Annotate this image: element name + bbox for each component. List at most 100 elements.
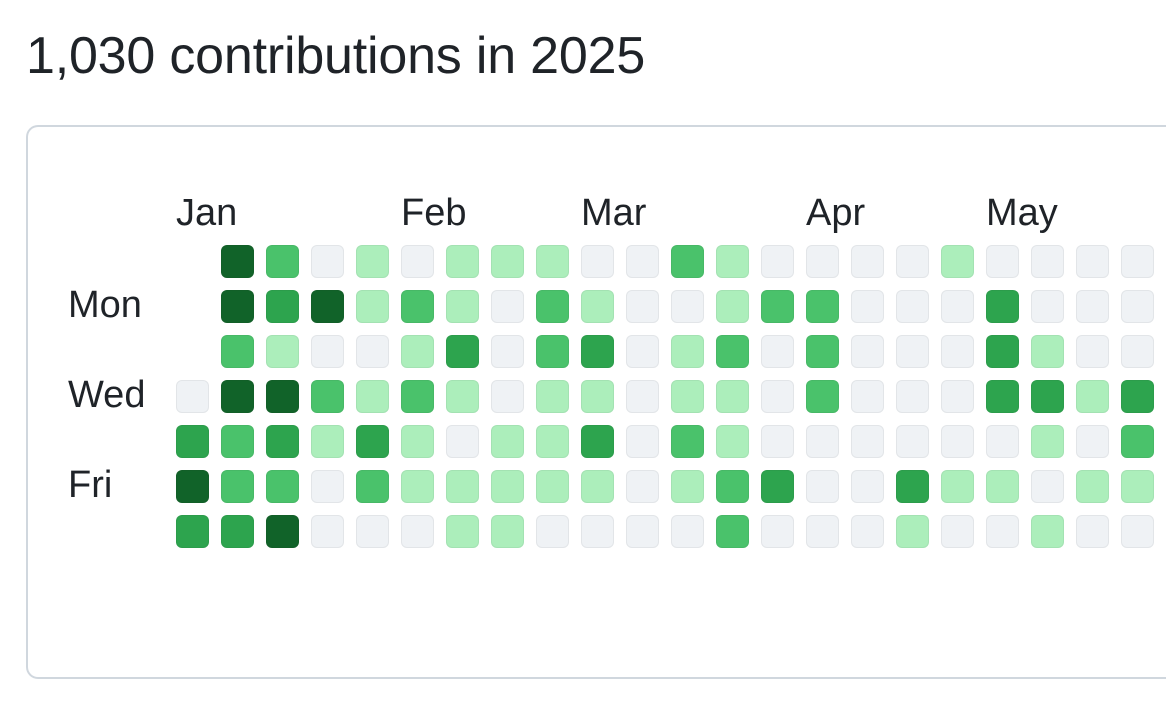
contribution-cell[interactable]: [311, 290, 344, 323]
contribution-cell[interactable]: [716, 245, 749, 278]
contribution-cell[interactable]: [716, 335, 749, 368]
contribution-cell[interactable]: [1121, 290, 1154, 323]
contribution-cell[interactable]: [716, 470, 749, 503]
contribution-cell[interactable]: [851, 425, 884, 458]
contribution-cell[interactable]: [986, 470, 1019, 503]
contribution-cell[interactable]: [671, 245, 704, 278]
contribution-cell[interactable]: [311, 335, 344, 368]
contribution-cell[interactable]: [581, 380, 614, 413]
contribution-cell[interactable]: [941, 290, 974, 323]
contribution-cell[interactable]: [851, 380, 884, 413]
contribution-cell[interactable]: [401, 425, 434, 458]
contribution-cell[interactable]: [536, 470, 569, 503]
contribution-cell[interactable]: [986, 290, 1019, 323]
contribution-cell[interactable]: [536, 425, 569, 458]
contribution-cell[interactable]: [806, 380, 839, 413]
contribution-cell[interactable]: [356, 425, 389, 458]
contribution-cell[interactable]: [266, 470, 299, 503]
contribution-cell[interactable]: [266, 515, 299, 548]
contribution-cell[interactable]: [581, 335, 614, 368]
contribution-cell[interactable]: [1031, 380, 1064, 413]
contribution-cell[interactable]: [491, 470, 524, 503]
contribution-cell[interactable]: [671, 470, 704, 503]
contribution-cell[interactable]: [176, 380, 209, 413]
contribution-cell[interactable]: [491, 335, 524, 368]
contribution-cell[interactable]: [491, 380, 524, 413]
contribution-cell[interactable]: [491, 515, 524, 548]
contribution-cell[interactable]: [1031, 515, 1064, 548]
contribution-cell[interactable]: [1031, 425, 1064, 458]
contribution-cell[interactable]: [401, 380, 434, 413]
contribution-cell[interactable]: [356, 470, 389, 503]
contribution-cell[interactable]: [1076, 290, 1109, 323]
contribution-cell[interactable]: [941, 335, 974, 368]
contribution-cell[interactable]: [941, 380, 974, 413]
contribution-cell[interactable]: [491, 425, 524, 458]
contribution-cell[interactable]: [716, 380, 749, 413]
contribution-cell[interactable]: [671, 380, 704, 413]
contribution-cell[interactable]: [851, 335, 884, 368]
contribution-cell[interactable]: [851, 515, 884, 548]
contribution-cell[interactable]: [896, 470, 929, 503]
contribution-cell[interactable]: [221, 245, 254, 278]
contribution-cell[interactable]: [986, 425, 1019, 458]
contribution-cell[interactable]: [536, 245, 569, 278]
contribution-cell[interactable]: [446, 290, 479, 323]
contribution-cell[interactable]: [806, 515, 839, 548]
contribution-cell[interactable]: [716, 515, 749, 548]
contribution-cell[interactable]: [311, 470, 344, 503]
contribution-cell[interactable]: [806, 425, 839, 458]
contribution-cell[interactable]: [356, 380, 389, 413]
contribution-cell[interactable]: [446, 335, 479, 368]
contribution-cell[interactable]: [221, 335, 254, 368]
contribution-cell[interactable]: [761, 470, 794, 503]
contribution-cell[interactable]: [1076, 380, 1109, 413]
contribution-cell[interactable]: [761, 290, 794, 323]
contribution-cell[interactable]: [581, 515, 614, 548]
contribution-cell[interactable]: [401, 470, 434, 503]
contribution-cell[interactable]: [986, 380, 1019, 413]
contribution-cell[interactable]: [581, 245, 614, 278]
contribution-cell[interactable]: [986, 515, 1019, 548]
contribution-cell[interactable]: [221, 470, 254, 503]
contribution-cell[interactable]: [716, 290, 749, 323]
contribution-cell[interactable]: [626, 290, 659, 323]
contribution-cell[interactable]: [986, 335, 1019, 368]
contribution-cell[interactable]: [581, 290, 614, 323]
contribution-cell[interactable]: [221, 380, 254, 413]
contribution-cell[interactable]: [581, 425, 614, 458]
contribution-cell[interactable]: [221, 515, 254, 548]
contribution-cell[interactable]: [356, 245, 389, 278]
contribution-cell[interactable]: [806, 470, 839, 503]
contribution-cell[interactable]: [446, 515, 479, 548]
contribution-cell[interactable]: [761, 335, 794, 368]
contribution-cell[interactable]: [356, 515, 389, 548]
contribution-cell[interactable]: [401, 335, 434, 368]
contribution-cell[interactable]: [176, 425, 209, 458]
contribution-cell[interactable]: [446, 470, 479, 503]
contribution-cell[interactable]: [356, 335, 389, 368]
contribution-cell[interactable]: [1121, 470, 1154, 503]
contribution-cell[interactable]: [896, 245, 929, 278]
contribution-cell[interactable]: [266, 335, 299, 368]
contribution-cell[interactable]: [401, 515, 434, 548]
contribution-cell[interactable]: [806, 335, 839, 368]
contribution-cell[interactable]: [941, 515, 974, 548]
contribution-cell[interactable]: [1031, 470, 1064, 503]
contribution-cell[interactable]: [311, 245, 344, 278]
contribution-cell[interactable]: [1121, 425, 1154, 458]
contribution-cell[interactable]: [761, 515, 794, 548]
contribution-cell[interactable]: [761, 245, 794, 278]
contribution-cell[interactable]: [1076, 425, 1109, 458]
contribution-cell[interactable]: [851, 470, 884, 503]
contribution-cell[interactable]: [401, 245, 434, 278]
contribution-cell[interactable]: [401, 290, 434, 323]
contribution-cell[interactable]: [626, 245, 659, 278]
contribution-cell[interactable]: [896, 335, 929, 368]
contribution-cell[interactable]: [1121, 335, 1154, 368]
contribution-cell[interactable]: [581, 470, 614, 503]
contribution-cell[interactable]: [806, 290, 839, 323]
contribution-cell[interactable]: [266, 380, 299, 413]
contribution-cell[interactable]: [536, 380, 569, 413]
contribution-cell[interactable]: [356, 290, 389, 323]
